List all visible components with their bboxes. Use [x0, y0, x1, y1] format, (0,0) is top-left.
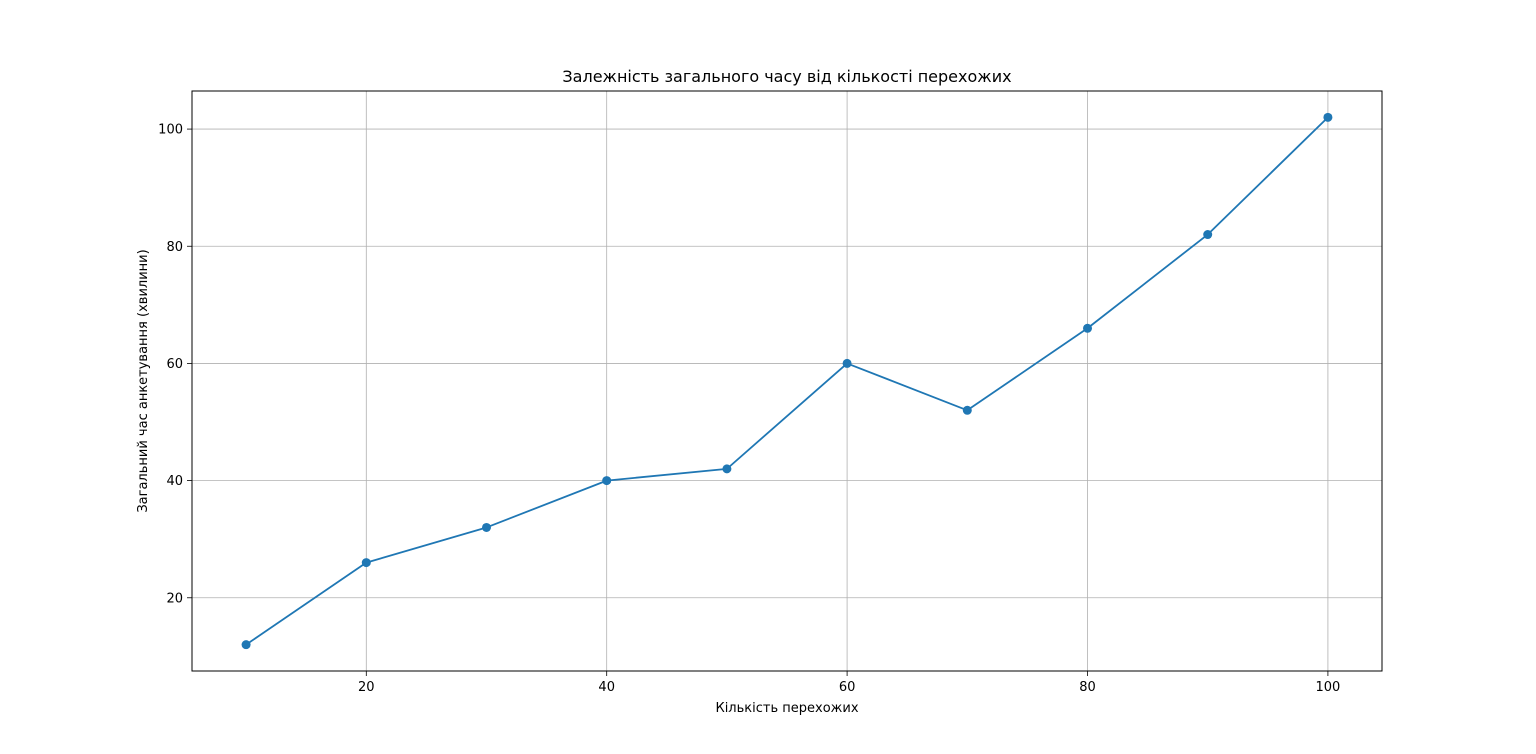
data-point — [842, 358, 852, 368]
y-axis-label: Загальний час анкетування (хвилини) — [136, 249, 151, 512]
data-point — [962, 405, 972, 415]
data-point — [722, 464, 732, 474]
data-point — [1323, 112, 1333, 122]
series-layer — [241, 112, 1333, 650]
data-point — [1203, 230, 1213, 240]
data-point — [241, 640, 251, 650]
x-tick-label: 100 — [1315, 680, 1340, 695]
y-tick-label: 40 — [166, 474, 183, 489]
data-point — [602, 476, 612, 486]
x-tick-label: 40 — [598, 680, 615, 695]
x-tick-label: 60 — [839, 680, 856, 695]
series-line — [245, 116, 1329, 646]
y-tick-label: 60 — [166, 357, 183, 372]
plot-frame — [191, 90, 1383, 672]
y-tick-label: 100 — [158, 123, 183, 138]
chart-title: Залежність загального часу від кількості… — [562, 67, 1011, 86]
x-tick-label: 80 — [1079, 680, 1096, 695]
x-axis-label: Кількість перехожих — [715, 701, 858, 716]
grid-layer — [192, 91, 1382, 671]
data-point — [1083, 323, 1093, 333]
data-point — [361, 558, 371, 568]
data-point — [481, 522, 491, 532]
y-tick-label: 80 — [166, 240, 183, 255]
x-tick-label: 20 — [358, 680, 375, 695]
tick-layer: 20 40 60 80 100 20 40 60 80 100 — [158, 123, 1340, 695]
y-tick-label: 20 — [166, 591, 183, 606]
